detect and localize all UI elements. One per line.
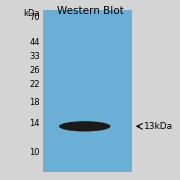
Text: kDa: kDa — [24, 9, 40, 18]
Text: 44: 44 — [30, 38, 40, 47]
Text: 18: 18 — [29, 98, 40, 107]
Text: 33: 33 — [29, 52, 40, 61]
Bar — [43, 10, 132, 172]
Text: Western Blot: Western Blot — [57, 6, 124, 16]
Ellipse shape — [59, 121, 111, 131]
Text: 14: 14 — [30, 119, 40, 128]
Text: 10: 10 — [30, 148, 40, 157]
Text: 22: 22 — [30, 80, 40, 89]
Text: 26: 26 — [29, 66, 40, 75]
Text: 13kDa: 13kDa — [144, 122, 173, 131]
Text: 70: 70 — [29, 13, 40, 22]
